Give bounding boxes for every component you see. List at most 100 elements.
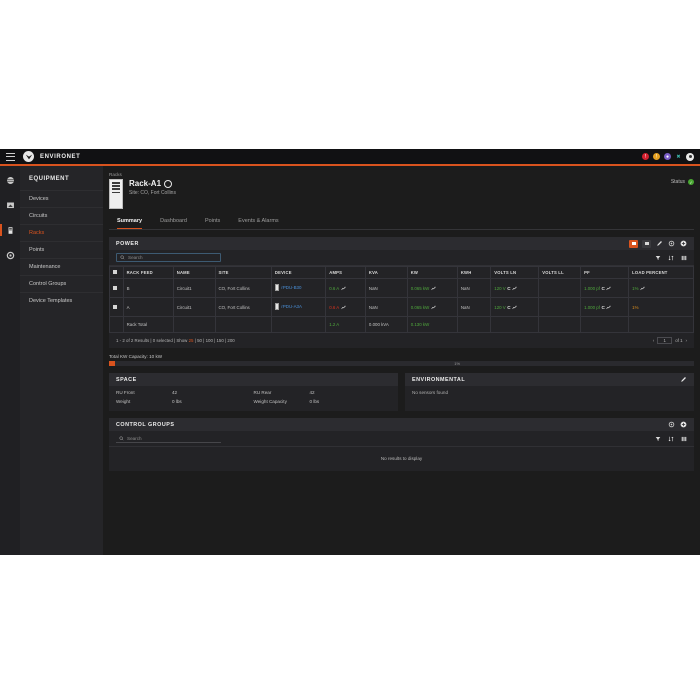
rail-item-settings[interactable] bbox=[0, 249, 20, 261]
maintenance-icon[interactable]: ✖ bbox=[676, 153, 681, 160]
environet-logo-icon bbox=[23, 151, 34, 162]
col-device[interactable]: DEVICE bbox=[270, 266, 327, 279]
tab-summary[interactable]: Summary bbox=[117, 218, 143, 229]
filter-icon[interactable] bbox=[655, 255, 661, 261]
page-header: Rack-A1 Site: CO, Fort Collins Status ✓ bbox=[109, 179, 694, 209]
location-pin-icon bbox=[164, 179, 173, 188]
page-size-150[interactable]: 150 bbox=[216, 338, 224, 343]
sidebar-item-circuits[interactable]: Circuits bbox=[20, 207, 103, 224]
page-size-100[interactable]: 100 bbox=[205, 338, 213, 343]
control-groups-search-input[interactable]: Search bbox=[116, 434, 221, 443]
power-search-placeholder: Search bbox=[128, 255, 143, 260]
top-bar: ENVIRONET ! ! ● ✖ bbox=[0, 149, 700, 166]
capacity-bar: 1% bbox=[109, 361, 694, 366]
card-view-button[interactable] bbox=[642, 239, 651, 248]
control-groups-toolbar: Search bbox=[109, 431, 694, 447]
col-amps[interactable]: AMPS bbox=[325, 266, 366, 279]
trend-chart-icon[interactable] bbox=[606, 286, 611, 291]
table-row[interactable]: A Circuit1 CO, Fort Collins rPDU-A3A 0.6… bbox=[109, 297, 694, 317]
pdu-icon bbox=[274, 284, 280, 291]
edit-pencil-icon[interactable] bbox=[679, 376, 687, 384]
total-pf bbox=[580, 316, 630, 333]
row-checkbox-cell[interactable] bbox=[109, 278, 124, 298]
col-volts-ln[interactable]: VOLTS LN bbox=[490, 266, 540, 279]
row-checkbox[interactable] bbox=[113, 285, 117, 290]
col-pf[interactable]: PF bbox=[580, 266, 630, 279]
user-avatar[interactable] bbox=[686, 152, 694, 161]
page-subtitle: Site: CO, Fort Collins bbox=[129, 190, 176, 196]
celsius-toggle[interactable]: C bbox=[601, 285, 605, 291]
col-volts-ll[interactable]: VOLTS LL bbox=[538, 266, 582, 279]
sidebar-item-maintenance[interactable]: Maintenance bbox=[20, 258, 103, 275]
row-checkbox-cell[interactable] bbox=[109, 297, 124, 317]
col-name[interactable]: NAME bbox=[172, 266, 216, 279]
col-kw[interactable]: KW bbox=[406, 266, 458, 279]
prev-page-button[interactable]: ‹ bbox=[652, 338, 655, 343]
rail-item-overview[interactable] bbox=[0, 174, 20, 186]
trend-chart-icon[interactable] bbox=[341, 286, 346, 291]
select-all-checkbox[interactable] bbox=[113, 270, 117, 274]
col-rack-feed[interactable]: RACK FEED bbox=[122, 266, 174, 279]
page-size-25[interactable]: 25 bbox=[188, 338, 194, 343]
tab-events-alarms[interactable]: Events & Alarms bbox=[238, 218, 279, 224]
trend-chart-icon[interactable] bbox=[512, 305, 517, 310]
hamburger-icon[interactable] bbox=[6, 152, 15, 161]
trend-chart-icon[interactable] bbox=[512, 286, 517, 291]
columns-icon[interactable] bbox=[681, 255, 687, 261]
trend-chart-icon[interactable] bbox=[640, 286, 645, 291]
celsius-toggle[interactable]: C bbox=[507, 285, 511, 291]
space-row-1: RU Front 42 RU Rear 42 bbox=[109, 386, 398, 395]
notice-alarm-icon[interactable]: ● bbox=[664, 153, 671, 160]
edit-pencil-icon[interactable] bbox=[655, 240, 663, 248]
sidebar-item-points[interactable]: Points bbox=[20, 241, 103, 258]
trend-chart-icon[interactable] bbox=[606, 305, 611, 310]
tab-points[interactable]: Points bbox=[205, 218, 221, 224]
warning-alarm-icon[interactable]: ! bbox=[653, 153, 660, 160]
table-view-button[interactable] bbox=[629, 239, 638, 248]
select-all-header[interactable] bbox=[109, 266, 124, 279]
rail-item-equipment[interactable] bbox=[0, 224, 20, 236]
next-page-button[interactable]: › bbox=[685, 338, 687, 343]
columns-icon[interactable] bbox=[681, 436, 687, 442]
trend-chart-icon[interactable] bbox=[431, 286, 436, 291]
trend-chart-icon[interactable] bbox=[431, 305, 436, 310]
device-link[interactable]: rPDU-B30 bbox=[281, 285, 302, 290]
rack-thumbnail bbox=[109, 179, 123, 209]
table-row[interactable]: B Circuit1 CO, Fort Collins rPDU-B30 0.6… bbox=[109, 278, 694, 298]
breadcrumb[interactable]: Racks bbox=[109, 172, 122, 177]
device-link[interactable]: rPDU-A3A bbox=[281, 304, 302, 309]
col-kwh[interactable]: KWH bbox=[456, 266, 492, 279]
cell-device[interactable]: rPDU-A3A bbox=[270, 297, 327, 317]
sort-icon[interactable] bbox=[668, 436, 674, 442]
settings-gear-icon[interactable] bbox=[667, 240, 675, 248]
page-size-200[interactable]: 200 bbox=[227, 338, 235, 343]
gear-icon bbox=[6, 251, 14, 259]
settings-gear-icon[interactable] bbox=[667, 421, 675, 429]
critical-alarm-icon[interactable]: ! bbox=[642, 153, 649, 160]
sort-icon[interactable] bbox=[668, 255, 674, 261]
row-checkbox[interactable] bbox=[113, 304, 117, 309]
add-plus-icon[interactable] bbox=[679, 240, 687, 248]
sidebar-item-racks[interactable]: Racks bbox=[20, 224, 103, 241]
cell-site: CO, Fort Collins bbox=[214, 278, 272, 298]
power-search-input[interactable]: Search bbox=[116, 253, 221, 262]
col-kva[interactable]: KVA bbox=[364, 266, 408, 279]
col-site[interactable]: SITE bbox=[214, 266, 272, 279]
search-icon bbox=[120, 255, 125, 260]
filter-icon[interactable] bbox=[655, 436, 661, 442]
rail-item-monitoring[interactable] bbox=[0, 199, 20, 211]
celsius-toggle[interactable]: C bbox=[507, 304, 511, 310]
trend-chart-icon[interactable] bbox=[341, 305, 346, 310]
cell-device[interactable]: rPDU-B30 bbox=[270, 278, 327, 298]
add-plus-icon[interactable] bbox=[679, 421, 687, 429]
total-checkbox-cell bbox=[109, 316, 124, 333]
col-load-percent[interactable]: LOAD PERCENT bbox=[628, 266, 694, 279]
sidebar-item-devices[interactable]: Devices bbox=[20, 190, 103, 207]
celsius-toggle[interactable]: C bbox=[601, 304, 605, 310]
tab-dashboard[interactable]: Dashboard bbox=[160, 218, 187, 224]
current-page-input[interactable]: 1 bbox=[657, 337, 673, 344]
page-size-50[interactable]: 50 bbox=[197, 338, 202, 343]
sidebar-item-device-templates[interactable]: Device Templates bbox=[20, 292, 103, 309]
environmental-card-title: ENVIRONMENTAL bbox=[412, 376, 466, 383]
sidebar-item-control-groups[interactable]: Control Groups bbox=[20, 275, 103, 292]
